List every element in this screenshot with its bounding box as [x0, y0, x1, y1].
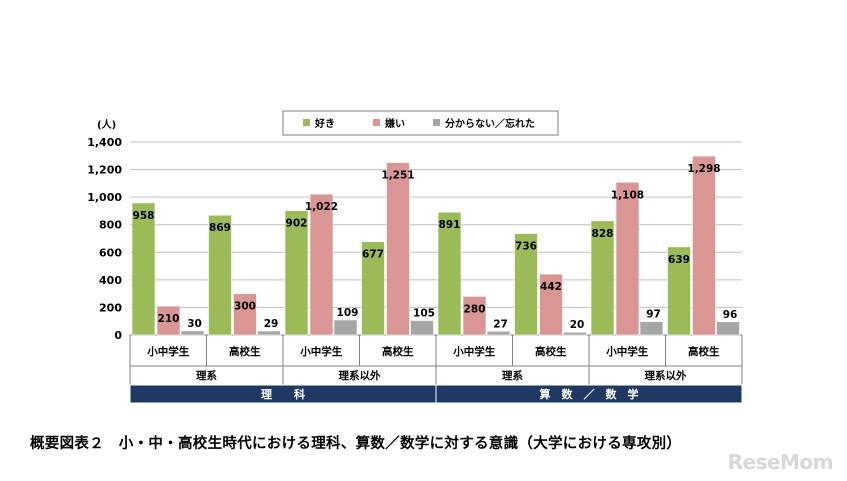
- subject-label: 算 数 ／ 数 学: [539, 387, 639, 401]
- group-label: 理系以外: [339, 369, 381, 382]
- y-tick-label: 400: [99, 274, 122, 287]
- bar: [284, 210, 309, 336]
- legend-swatch: [303, 119, 310, 126]
- data-label: 902: [286, 218, 308, 230]
- data-label: 1,108: [611, 189, 644, 201]
- bar: [233, 293, 257, 336]
- bar: [514, 233, 538, 336]
- bar: [462, 296, 487, 336]
- legend-label: 好き: [314, 117, 335, 130]
- data-label: 958: [133, 210, 155, 222]
- bar: [257, 330, 281, 336]
- legend-swatch: [433, 119, 440, 126]
- bar: [309, 193, 334, 336]
- legend-label: 嫌い: [384, 117, 405, 130]
- chart: 0 200 400 600 800 1,000 1,200 1,400 (人) 好き 嫌い 分からない…: [87, 110, 743, 404]
- y-tick-label: 800: [99, 219, 122, 232]
- data-label: 442: [540, 281, 562, 293]
- category-label: 高校生: [229, 345, 261, 358]
- bar: [716, 321, 740, 336]
- category-label: 小中学生: [146, 345, 189, 358]
- y-tick-label: 200: [99, 301, 122, 314]
- bar: [639, 321, 664, 336]
- data-label: 677: [362, 249, 384, 261]
- bar: [131, 202, 156, 336]
- y-tick-label: 0: [114, 329, 122, 342]
- data-label: 27: [493, 318, 508, 330]
- bar: [692, 155, 716, 336]
- bar: [410, 320, 434, 336]
- subject-label: 理 科: [261, 387, 305, 401]
- bar: [386, 162, 410, 336]
- y-tick-label: 1,400: [87, 136, 122, 149]
- y-tick-label: 600: [99, 246, 122, 259]
- bar: [667, 246, 691, 336]
- legend-label: 分からない／忘れた: [445, 117, 535, 130]
- category-label: 高校生: [535, 345, 567, 358]
- bar: [208, 214, 232, 336]
- bar: [539, 273, 563, 336]
- bar: [615, 181, 640, 336]
- data-label: 828: [592, 228, 614, 240]
- resemom-logo: ReseMom: [727, 450, 834, 474]
- bar: [333, 319, 358, 336]
- data-label: 96: [723, 309, 738, 321]
- bar: [180, 330, 205, 336]
- y-tick-label: 1,000: [87, 191, 122, 204]
- data-label: 210: [158, 313, 180, 325]
- bar: [563, 331, 587, 336]
- data-label: 20: [570, 319, 585, 331]
- data-label: 736: [515, 241, 537, 253]
- data-label: 1,298: [687, 163, 720, 175]
- data-label: 1,251: [381, 170, 414, 182]
- data-label: 97: [646, 309, 661, 321]
- data-label: 891: [439, 219, 461, 231]
- data-label: 280: [464, 303, 486, 315]
- data-label: 639: [668, 254, 690, 266]
- legend-box: [282, 110, 559, 136]
- category-label: 高校生: [382, 345, 414, 358]
- category-label: 高校生: [688, 345, 720, 358]
- bar: [590, 220, 615, 336]
- bar: [486, 330, 511, 336]
- bar: [361, 241, 385, 336]
- category-label: 小中学生: [452, 345, 495, 358]
- bar: [437, 211, 462, 336]
- data-label: 1,022: [305, 201, 338, 213]
- figure-caption: 概要図表２ 小・中・高校生時代における理科、算数／数学に対する意識（大学における…: [30, 436, 682, 452]
- group-label: 理系: [196, 369, 217, 382]
- category-label: 小中学生: [605, 345, 648, 358]
- data-label: 109: [337, 307, 359, 319]
- bar: [156, 305, 181, 336]
- subject-band: [435, 384, 743, 404]
- data-label: 869: [209, 222, 231, 234]
- data-label: 300: [234, 301, 256, 313]
- legend-swatch: [373, 119, 380, 126]
- y-axis-unit: (人): [97, 118, 116, 131]
- data-label: 29: [264, 318, 279, 330]
- group-label: 理系: [502, 369, 523, 382]
- category-label: 小中学生: [299, 345, 342, 358]
- group-label: 理系以外: [645, 369, 687, 382]
- data-label: 30: [187, 318, 202, 330]
- y-tick-label: 1,200: [87, 164, 122, 177]
- data-label: 105: [413, 308, 435, 320]
